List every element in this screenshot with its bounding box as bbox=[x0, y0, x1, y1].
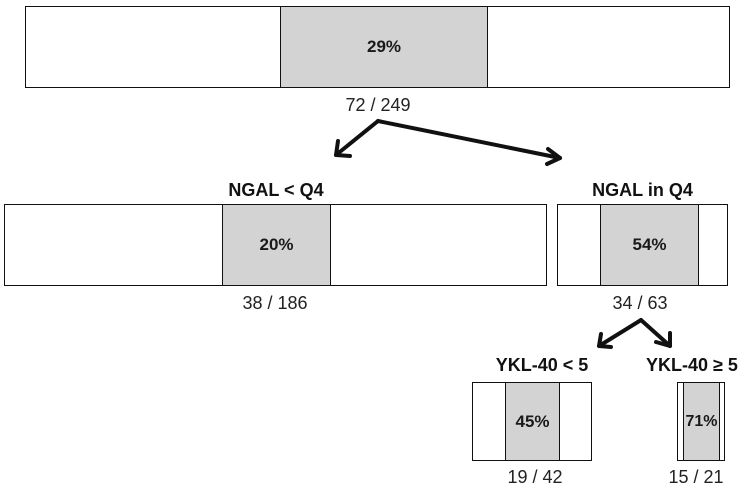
arrow-root-to-ngal-high bbox=[376, 119, 562, 166]
arrow-root-to-ngal-low bbox=[334, 119, 380, 158]
ykl-low-percent: 45% bbox=[515, 411, 550, 431]
ngal-high-count: 34 / 63 bbox=[612, 293, 668, 313]
ngal-high-bar: 54% bbox=[557, 204, 728, 286]
root-bar: 29% bbox=[25, 6, 730, 88]
ngal-low-percent: 20% bbox=[259, 235, 294, 254]
root-percent: 29% bbox=[366, 37, 402, 56]
ykl-high-count: 15 / 21 bbox=[668, 467, 724, 487]
ngal-high-percent: 54% bbox=[632, 235, 667, 254]
ngal-high-fill: 54% bbox=[600, 205, 699, 285]
root-fill: 29% bbox=[280, 7, 488, 87]
ykl-high-label: YKL-40 ≥ 5 bbox=[646, 355, 738, 375]
ykl-low-bar: 45% bbox=[472, 382, 592, 461]
root-count: 72 / 249 bbox=[345, 95, 411, 115]
ykl-high-bar: 71% bbox=[677, 382, 725, 461]
arrow-ngal-high-to-ykl-low bbox=[597, 318, 643, 349]
ykl-low-label: YKL-40 < 5 bbox=[495, 355, 589, 375]
ngal-high-label: NGAL in Q4 bbox=[592, 180, 693, 200]
arrow-ngal-high-to-ykl-high bbox=[639, 318, 672, 348]
ykl-low-count: 19 / 42 bbox=[507, 467, 563, 487]
ykl-high-percent: 71% bbox=[685, 412, 718, 430]
ngal-low-label: NGAL < Q4 bbox=[228, 180, 324, 200]
ngal-low-count: 38 / 186 bbox=[242, 293, 308, 313]
ngal-low-bar: 20% bbox=[4, 204, 547, 286]
ngal-low-fill: 20% bbox=[222, 205, 331, 285]
ykl-high-fill: 71% bbox=[683, 383, 720, 460]
ykl-low-fill: 45% bbox=[505, 383, 560, 460]
